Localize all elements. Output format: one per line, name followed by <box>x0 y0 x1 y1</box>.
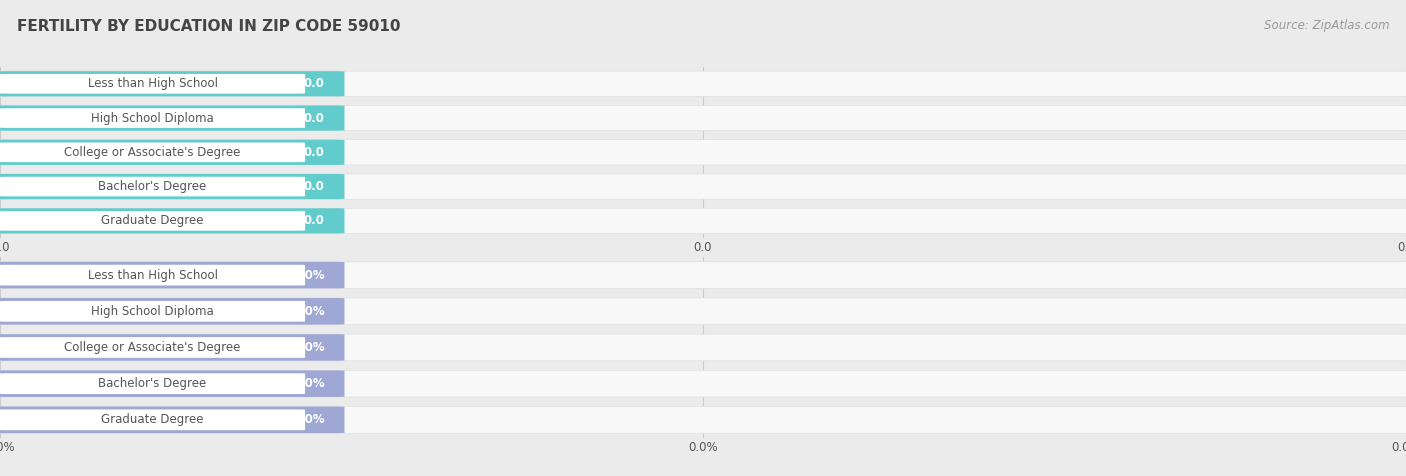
Text: College or Associate's Degree: College or Associate's Degree <box>65 341 240 354</box>
FancyBboxPatch shape <box>0 407 344 433</box>
FancyBboxPatch shape <box>0 174 344 199</box>
FancyBboxPatch shape <box>0 301 305 322</box>
FancyBboxPatch shape <box>0 174 1406 199</box>
Text: FERTILITY BY EDUCATION IN ZIP CODE 59010: FERTILITY BY EDUCATION IN ZIP CODE 59010 <box>17 19 401 34</box>
Text: 0.0: 0.0 <box>304 180 325 193</box>
FancyBboxPatch shape <box>0 142 305 162</box>
FancyBboxPatch shape <box>0 74 305 94</box>
FancyBboxPatch shape <box>0 337 305 358</box>
Text: Less than High School: Less than High School <box>87 268 218 282</box>
Text: Bachelor's Degree: Bachelor's Degree <box>98 377 207 390</box>
Text: College or Associate's Degree: College or Associate's Degree <box>65 146 240 159</box>
FancyBboxPatch shape <box>0 370 344 397</box>
FancyBboxPatch shape <box>0 265 305 286</box>
FancyBboxPatch shape <box>0 140 344 165</box>
Text: 0.0%: 0.0% <box>292 341 325 354</box>
FancyBboxPatch shape <box>0 140 1406 165</box>
FancyBboxPatch shape <box>0 334 344 361</box>
FancyBboxPatch shape <box>0 71 344 96</box>
FancyBboxPatch shape <box>0 177 305 197</box>
Text: 0.0%: 0.0% <box>292 413 325 426</box>
FancyBboxPatch shape <box>0 334 1406 361</box>
FancyBboxPatch shape <box>0 370 1406 397</box>
FancyBboxPatch shape <box>0 407 1406 433</box>
Text: High School Diploma: High School Diploma <box>91 305 214 318</box>
Text: Source: ZipAtlas.com: Source: ZipAtlas.com <box>1264 19 1389 32</box>
FancyBboxPatch shape <box>0 208 1406 233</box>
FancyBboxPatch shape <box>0 208 344 233</box>
FancyBboxPatch shape <box>0 298 1406 325</box>
FancyBboxPatch shape <box>0 211 305 231</box>
Text: Graduate Degree: Graduate Degree <box>101 413 204 426</box>
Text: High School Diploma: High School Diploma <box>91 111 214 125</box>
FancyBboxPatch shape <box>0 108 305 128</box>
FancyBboxPatch shape <box>0 262 344 288</box>
Text: 0.0: 0.0 <box>304 146 325 159</box>
Text: Graduate Degree: Graduate Degree <box>101 214 204 228</box>
FancyBboxPatch shape <box>0 262 1406 288</box>
FancyBboxPatch shape <box>0 71 1406 96</box>
FancyBboxPatch shape <box>0 106 1406 130</box>
FancyBboxPatch shape <box>0 409 305 430</box>
Text: Less than High School: Less than High School <box>87 77 218 90</box>
Text: 0.0: 0.0 <box>304 111 325 125</box>
FancyBboxPatch shape <box>0 298 344 325</box>
FancyBboxPatch shape <box>0 373 305 394</box>
Text: 0.0%: 0.0% <box>292 305 325 318</box>
Text: 0.0: 0.0 <box>304 214 325 228</box>
Text: 0.0%: 0.0% <box>292 377 325 390</box>
FancyBboxPatch shape <box>0 106 344 130</box>
Text: 0.0%: 0.0% <box>292 268 325 282</box>
Text: 0.0: 0.0 <box>304 77 325 90</box>
Text: Bachelor's Degree: Bachelor's Degree <box>98 180 207 193</box>
